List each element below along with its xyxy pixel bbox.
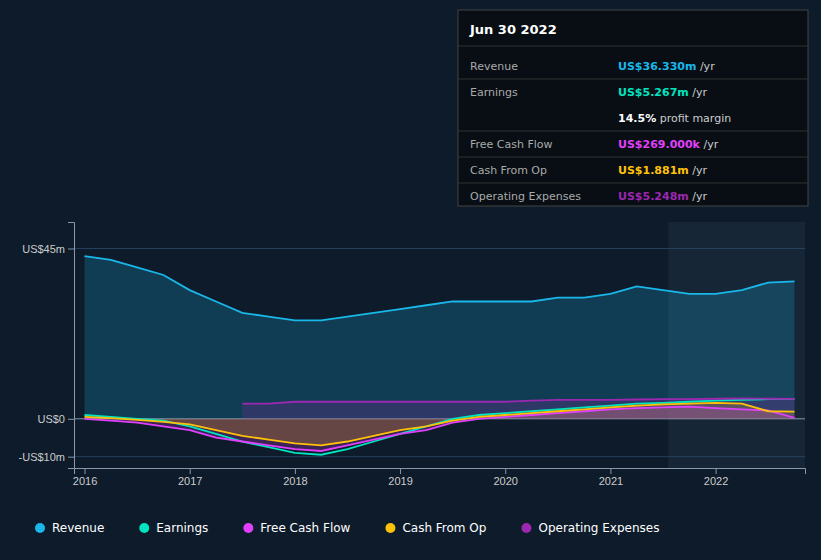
info-suffix: /yr [689,190,708,203]
tick-label: US$0 [37,413,65,425]
axis-line [75,469,806,475]
info-suffix: /yr [700,138,719,151]
legend-label: Revenue [52,521,104,535]
tick: 2021 [599,468,623,487]
legend-swatch [521,523,531,533]
legend-swatch [139,523,149,533]
series-line [242,398,794,403]
x-axis: 2016 2017 2018 2019 2020 2021 2022 [73,468,806,487]
info-value-line: 14.5% profit margin [618,112,731,125]
info-value: US$36.330m [618,60,696,73]
info-value: US$5.267m [618,86,689,99]
tick-label: US$45m [22,243,65,255]
info-value-line: US$1.881m /yr [618,164,707,177]
legend-swatch [243,523,253,533]
y-axis: -US$10m US$0 US$45m [19,223,75,469]
info-value-line: US$5.267m /yr [618,86,707,99]
info-value: US$1.881m [618,164,689,177]
legend-label: Free Cash Flow [260,521,350,535]
plot-area [74,222,805,468]
tick-mark [85,468,86,474]
tick: 2020 [493,468,517,487]
tick: 2019 [388,468,412,487]
info-label: Earnings [470,86,518,99]
grid-line [74,456,805,457]
tick-mark [505,468,506,474]
tick-mark [610,468,611,474]
series-line [85,256,795,320]
info-value: US$5.248m [618,190,689,203]
legend-label: Earnings [156,521,208,535]
tick: US$45m [22,243,74,255]
legend-label: Cash From Op [402,521,486,535]
legend-label: Operating Expenses [538,521,659,535]
info-suffix: /yr [696,60,715,73]
info-label: Revenue [470,60,518,73]
tick: 2016 [73,468,97,487]
series-line [85,403,795,445]
series-area [85,256,795,419]
info-suffix: /yr [689,86,708,99]
tick: 2018 [283,468,307,487]
tick: US$0 [37,413,74,425]
info-box: Jun 30 2022 Revenue US$36.330m /yr Earnings… [458,10,808,206]
tick: -US$10m [19,451,74,463]
info-box-frame [458,10,808,206]
series-line [85,399,795,455]
tick-label: 2017 [178,475,202,487]
info-value-line: US$5.248m /yr [618,190,707,203]
tick-label: 2022 [704,475,728,487]
info-value-line: US$269.000k /yr [618,138,719,151]
chart-container: 2016 2017 2018 2019 2020 2021 2022 -US$10m US$0 U… [0,0,821,560]
tick-mark [68,457,74,458]
separator [458,157,808,158]
separator [458,183,808,184]
tick-label: 2019 [388,475,412,487]
tick-label: 2016 [73,475,97,487]
info-label: Free Cash Flow [470,138,553,151]
info-value-line: US$36.330m /yr [618,60,715,73]
series-line [85,407,795,451]
info-value: US$269.000k [618,138,701,151]
info-label: Cash From Op [470,164,547,177]
chart: 2016 2017 2018 2019 2020 2021 2022 -US$10m US$0 U… [0,0,821,560]
tick: 2017 [178,468,202,487]
tick-label: -US$10m [19,451,65,463]
tick-mark [295,468,296,474]
legend: Revenue Earnings Free Cash Flow Cash From O… [35,521,659,535]
axis-line [68,223,75,469]
title: Jun 30 2022 [469,22,557,37]
tick: 2022 [704,468,728,487]
info-suffix: /yr [689,164,708,177]
tick-mark [400,468,401,474]
tick-label: 2020 [493,475,517,487]
info-label: Operating Expenses [470,190,581,203]
info-suffix: profit margin [656,112,731,125]
tick-mark [716,468,717,474]
separator [458,79,808,80]
tick-mark [68,248,74,249]
tick-mark [190,468,191,474]
tick-label: 2018 [283,475,307,487]
legend-swatch [385,523,395,533]
grid-line [74,248,805,249]
separator [458,46,808,47]
separator [458,131,808,132]
legend-swatch [35,523,45,533]
info-value: 14.5% [618,112,656,125]
tick-label: 2021 [599,475,623,487]
tick-mark [68,419,74,420]
